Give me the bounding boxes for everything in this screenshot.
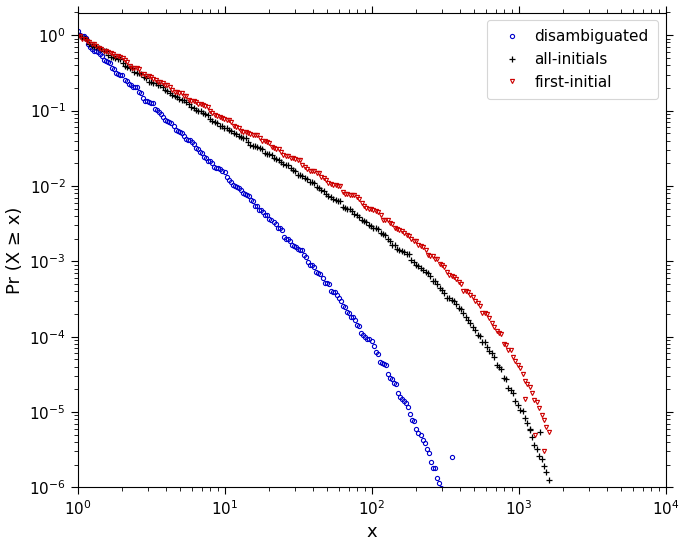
disambiguated	[90, 48, 98, 54]
first-initial	[199, 102, 207, 108]
disambiguated	[73, 27, 82, 34]
first-initial	[545, 429, 553, 435]
Line: disambiguated: disambiguated	[75, 28, 486, 547]
Y-axis label: Pr (X ≥ x): Pr (X ≥ x)	[5, 206, 23, 294]
first-initial	[504, 347, 512, 353]
all-initials	[545, 477, 553, 484]
disambiguated	[445, 508, 453, 515]
first-initial	[92, 43, 101, 50]
Line: first-initial: first-initial	[75, 34, 551, 434]
first-initial	[102, 48, 110, 55]
disambiguated	[182, 136, 190, 142]
first-initial	[521, 378, 529, 385]
first-initial	[161, 82, 169, 88]
all-initials	[92, 44, 101, 50]
disambiguated	[98, 53, 106, 59]
X-axis label: x: x	[366, 523, 377, 542]
disambiguated	[149, 100, 157, 107]
all-initials	[161, 87, 169, 94]
Legend: disambiguated, all-initials, first-initial: disambiguated, all-initials, first-initi…	[487, 20, 658, 99]
all-initials	[73, 33, 82, 39]
all-initials	[102, 48, 110, 55]
first-initial	[73, 33, 82, 39]
all-initials	[199, 110, 207, 117]
Line: all-initials: all-initials	[75, 33, 551, 483]
all-initials	[504, 385, 512, 392]
all-initials	[521, 415, 529, 422]
